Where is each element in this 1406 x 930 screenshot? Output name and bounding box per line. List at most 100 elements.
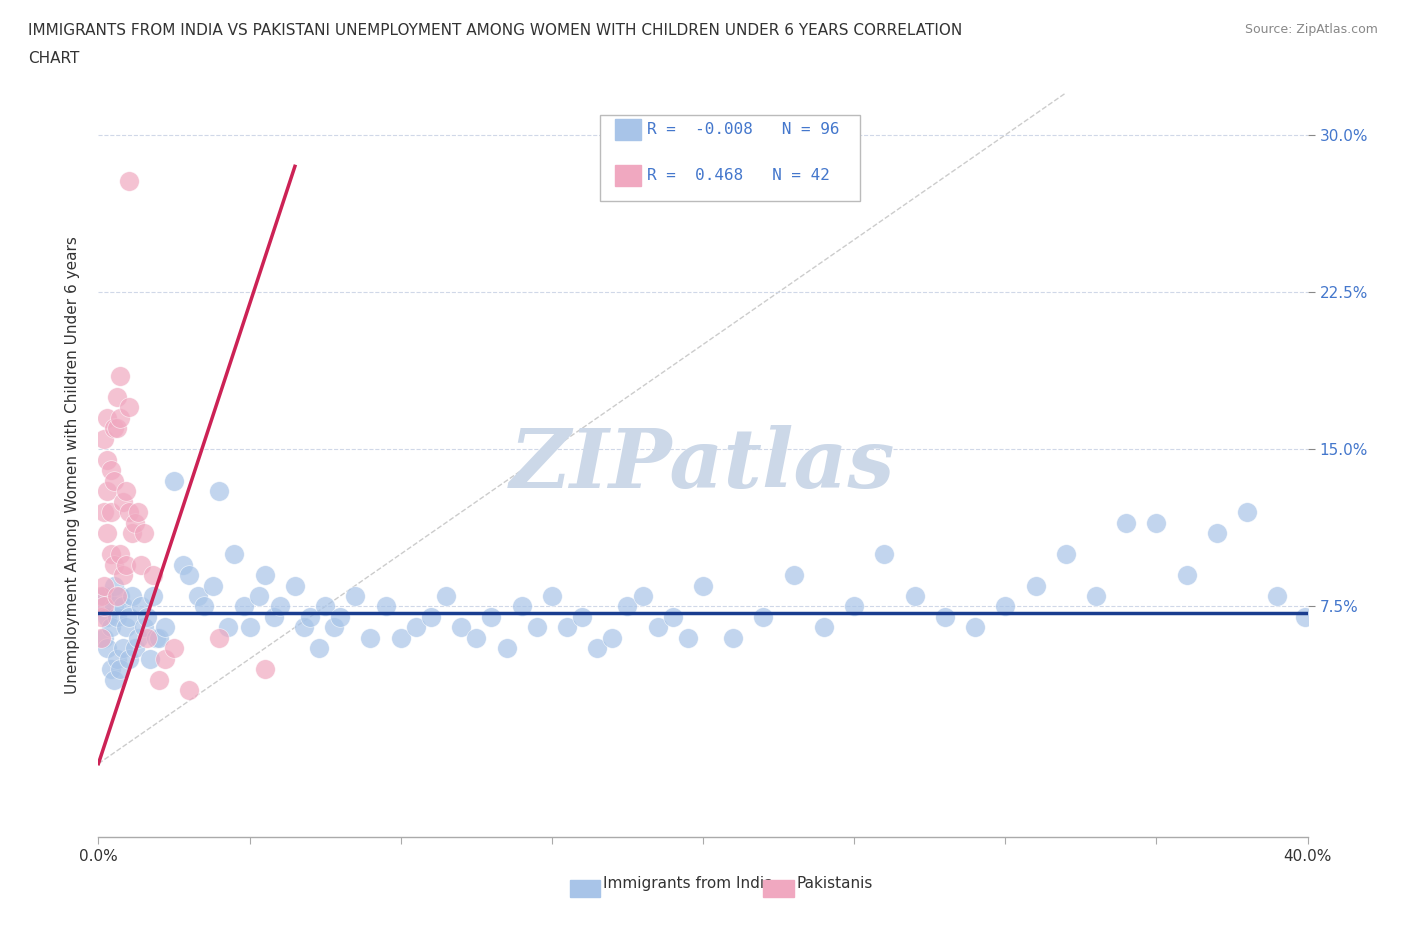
Point bbox=[329, 609, 352, 624]
Point bbox=[934, 609, 956, 624]
Point bbox=[105, 390, 128, 405]
Point bbox=[129, 599, 152, 614]
Point bbox=[90, 609, 112, 624]
Point bbox=[1267, 589, 1289, 604]
Point bbox=[127, 505, 149, 520]
Point bbox=[135, 631, 157, 645]
Point bbox=[100, 505, 122, 520]
Point bbox=[1024, 578, 1046, 593]
Point bbox=[105, 589, 128, 604]
Point bbox=[93, 599, 115, 614]
Point bbox=[253, 567, 276, 582]
Point bbox=[1115, 515, 1137, 530]
Point bbox=[96, 410, 118, 425]
Point bbox=[1294, 609, 1316, 624]
Point bbox=[114, 484, 136, 498]
Point bbox=[121, 525, 143, 540]
Point bbox=[105, 651, 128, 666]
Point bbox=[118, 400, 141, 415]
Text: Pakistanis: Pakistanis bbox=[796, 876, 873, 891]
Point bbox=[111, 494, 134, 509]
Point bbox=[108, 589, 131, 604]
Point bbox=[132, 620, 155, 635]
Bar bbox=[763, 880, 794, 897]
Point bbox=[153, 620, 176, 635]
Point bbox=[114, 620, 136, 635]
FancyBboxPatch shape bbox=[600, 115, 860, 201]
Point bbox=[571, 609, 593, 624]
Y-axis label: Unemployment Among Women with Children Under 6 years: Unemployment Among Women with Children U… bbox=[65, 236, 80, 694]
Point bbox=[752, 609, 775, 624]
Point bbox=[93, 578, 115, 593]
Point bbox=[121, 589, 143, 604]
Point bbox=[103, 473, 125, 488]
Point bbox=[284, 578, 307, 593]
Point bbox=[100, 662, 122, 677]
Text: R =  -0.008   N = 96: R = -0.008 N = 96 bbox=[647, 122, 839, 137]
Point bbox=[1054, 547, 1077, 562]
Point bbox=[723, 631, 745, 645]
Point bbox=[676, 631, 699, 645]
Point bbox=[193, 599, 215, 614]
Point bbox=[292, 620, 315, 635]
Bar bbox=[614, 166, 641, 186]
Point bbox=[103, 599, 125, 614]
Point bbox=[217, 620, 239, 635]
Point bbox=[526, 620, 548, 635]
Point bbox=[873, 547, 896, 562]
Point bbox=[308, 641, 330, 656]
Point bbox=[153, 651, 176, 666]
Point bbox=[1236, 505, 1258, 520]
Point bbox=[495, 641, 517, 656]
Point bbox=[111, 567, 134, 582]
Point bbox=[434, 589, 457, 604]
Point bbox=[132, 525, 155, 540]
Point bbox=[232, 599, 254, 614]
Point bbox=[465, 631, 488, 645]
Point bbox=[1144, 515, 1167, 530]
Point bbox=[148, 672, 170, 687]
Bar bbox=[569, 880, 600, 897]
Point bbox=[844, 599, 866, 614]
Point bbox=[179, 567, 201, 582]
Point bbox=[450, 620, 472, 635]
Point bbox=[93, 432, 115, 446]
Point bbox=[100, 547, 122, 562]
Point bbox=[142, 567, 165, 582]
Point bbox=[108, 662, 131, 677]
Point bbox=[114, 557, 136, 572]
Point bbox=[224, 547, 246, 562]
Point bbox=[1085, 589, 1108, 604]
Point bbox=[90, 599, 112, 614]
Point bbox=[90, 589, 112, 604]
Point bbox=[105, 609, 128, 624]
Point bbox=[100, 620, 122, 635]
Point bbox=[148, 631, 170, 645]
Point bbox=[602, 631, 624, 645]
Point bbox=[904, 589, 927, 604]
Point bbox=[692, 578, 714, 593]
Point bbox=[405, 620, 427, 635]
Point bbox=[510, 599, 533, 614]
Point bbox=[118, 609, 141, 624]
Point bbox=[263, 609, 285, 624]
Point bbox=[163, 473, 186, 488]
Point bbox=[96, 525, 118, 540]
Point bbox=[90, 631, 112, 645]
Text: Source: ZipAtlas.com: Source: ZipAtlas.com bbox=[1244, 23, 1378, 36]
Point bbox=[172, 557, 194, 572]
Point bbox=[108, 410, 131, 425]
Point bbox=[783, 567, 806, 582]
Bar bbox=[614, 119, 641, 140]
Point bbox=[142, 589, 165, 604]
Point bbox=[93, 505, 115, 520]
Point bbox=[103, 672, 125, 687]
Point bbox=[616, 599, 638, 614]
Point bbox=[344, 589, 367, 604]
Point bbox=[103, 557, 125, 572]
Point bbox=[96, 641, 118, 656]
Point bbox=[100, 463, 122, 478]
Point bbox=[105, 421, 128, 436]
Point bbox=[96, 452, 118, 467]
Point bbox=[208, 484, 231, 498]
